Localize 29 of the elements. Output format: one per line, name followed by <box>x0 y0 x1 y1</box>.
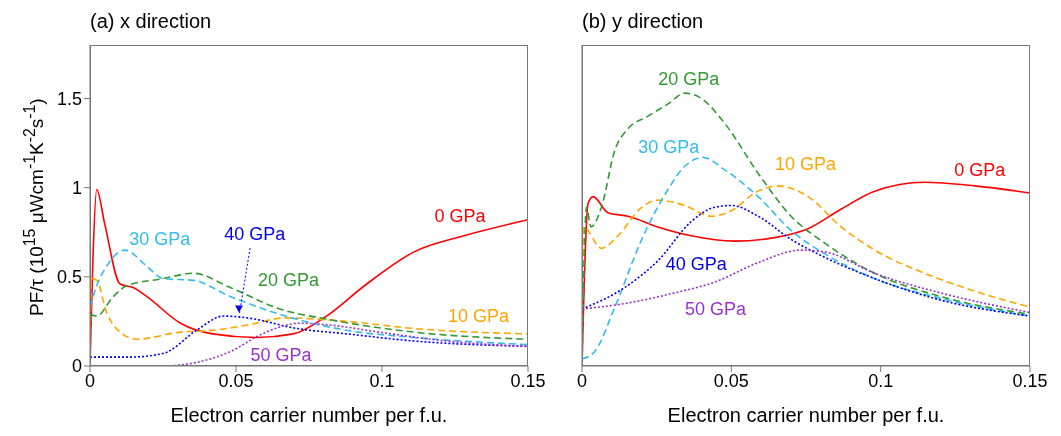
series-label: 0 GPa <box>954 158 1006 181</box>
series-label: 30 GPa <box>129 228 191 251</box>
x-tick-label: 0.05 <box>218 370 254 391</box>
text: 40 GPa <box>224 223 286 246</box>
series-label: 40 GPa <box>665 253 727 276</box>
x-tick-label: 0 <box>576 370 588 391</box>
x-tick-label: 0.1 <box>369 370 395 391</box>
chart-title: (b) y direction <box>582 10 704 33</box>
series-label: 10 GPa <box>447 305 510 328</box>
x-axis-title: Electron carrier number per f.u. <box>169 404 449 427</box>
x-tick-label: 0.1 <box>868 370 894 391</box>
x-axis-title: Electron carrier number per f.u. <box>666 404 946 427</box>
y-tick-label: 0 <box>71 356 82 377</box>
chart-title: (a) x direction <box>90 10 212 33</box>
line-series <box>90 249 528 346</box>
x-tick-label: 0.15 <box>510 370 546 391</box>
series-label: 30 GPa <box>638 135 700 158</box>
series-label: 20 GPa <box>257 269 319 292</box>
x-tick-label: 0 <box>84 370 96 391</box>
series-label: 50 GPa <box>685 297 747 320</box>
x-tick-label: 0.05 <box>713 370 749 391</box>
y-tick-label: 1 <box>71 178 82 199</box>
series-label: 10 GPa <box>774 153 836 176</box>
x-tick-label: 0.15 <box>1012 370 1048 391</box>
series-label: 50 GPa <box>250 344 312 367</box>
y-tick-label: 1.5 <box>56 88 82 109</box>
series-label: 20 GPa <box>658 67 720 90</box>
series-label: 0 GPa <box>434 205 486 228</box>
y-tick-label: 0.5 <box>56 267 82 288</box>
